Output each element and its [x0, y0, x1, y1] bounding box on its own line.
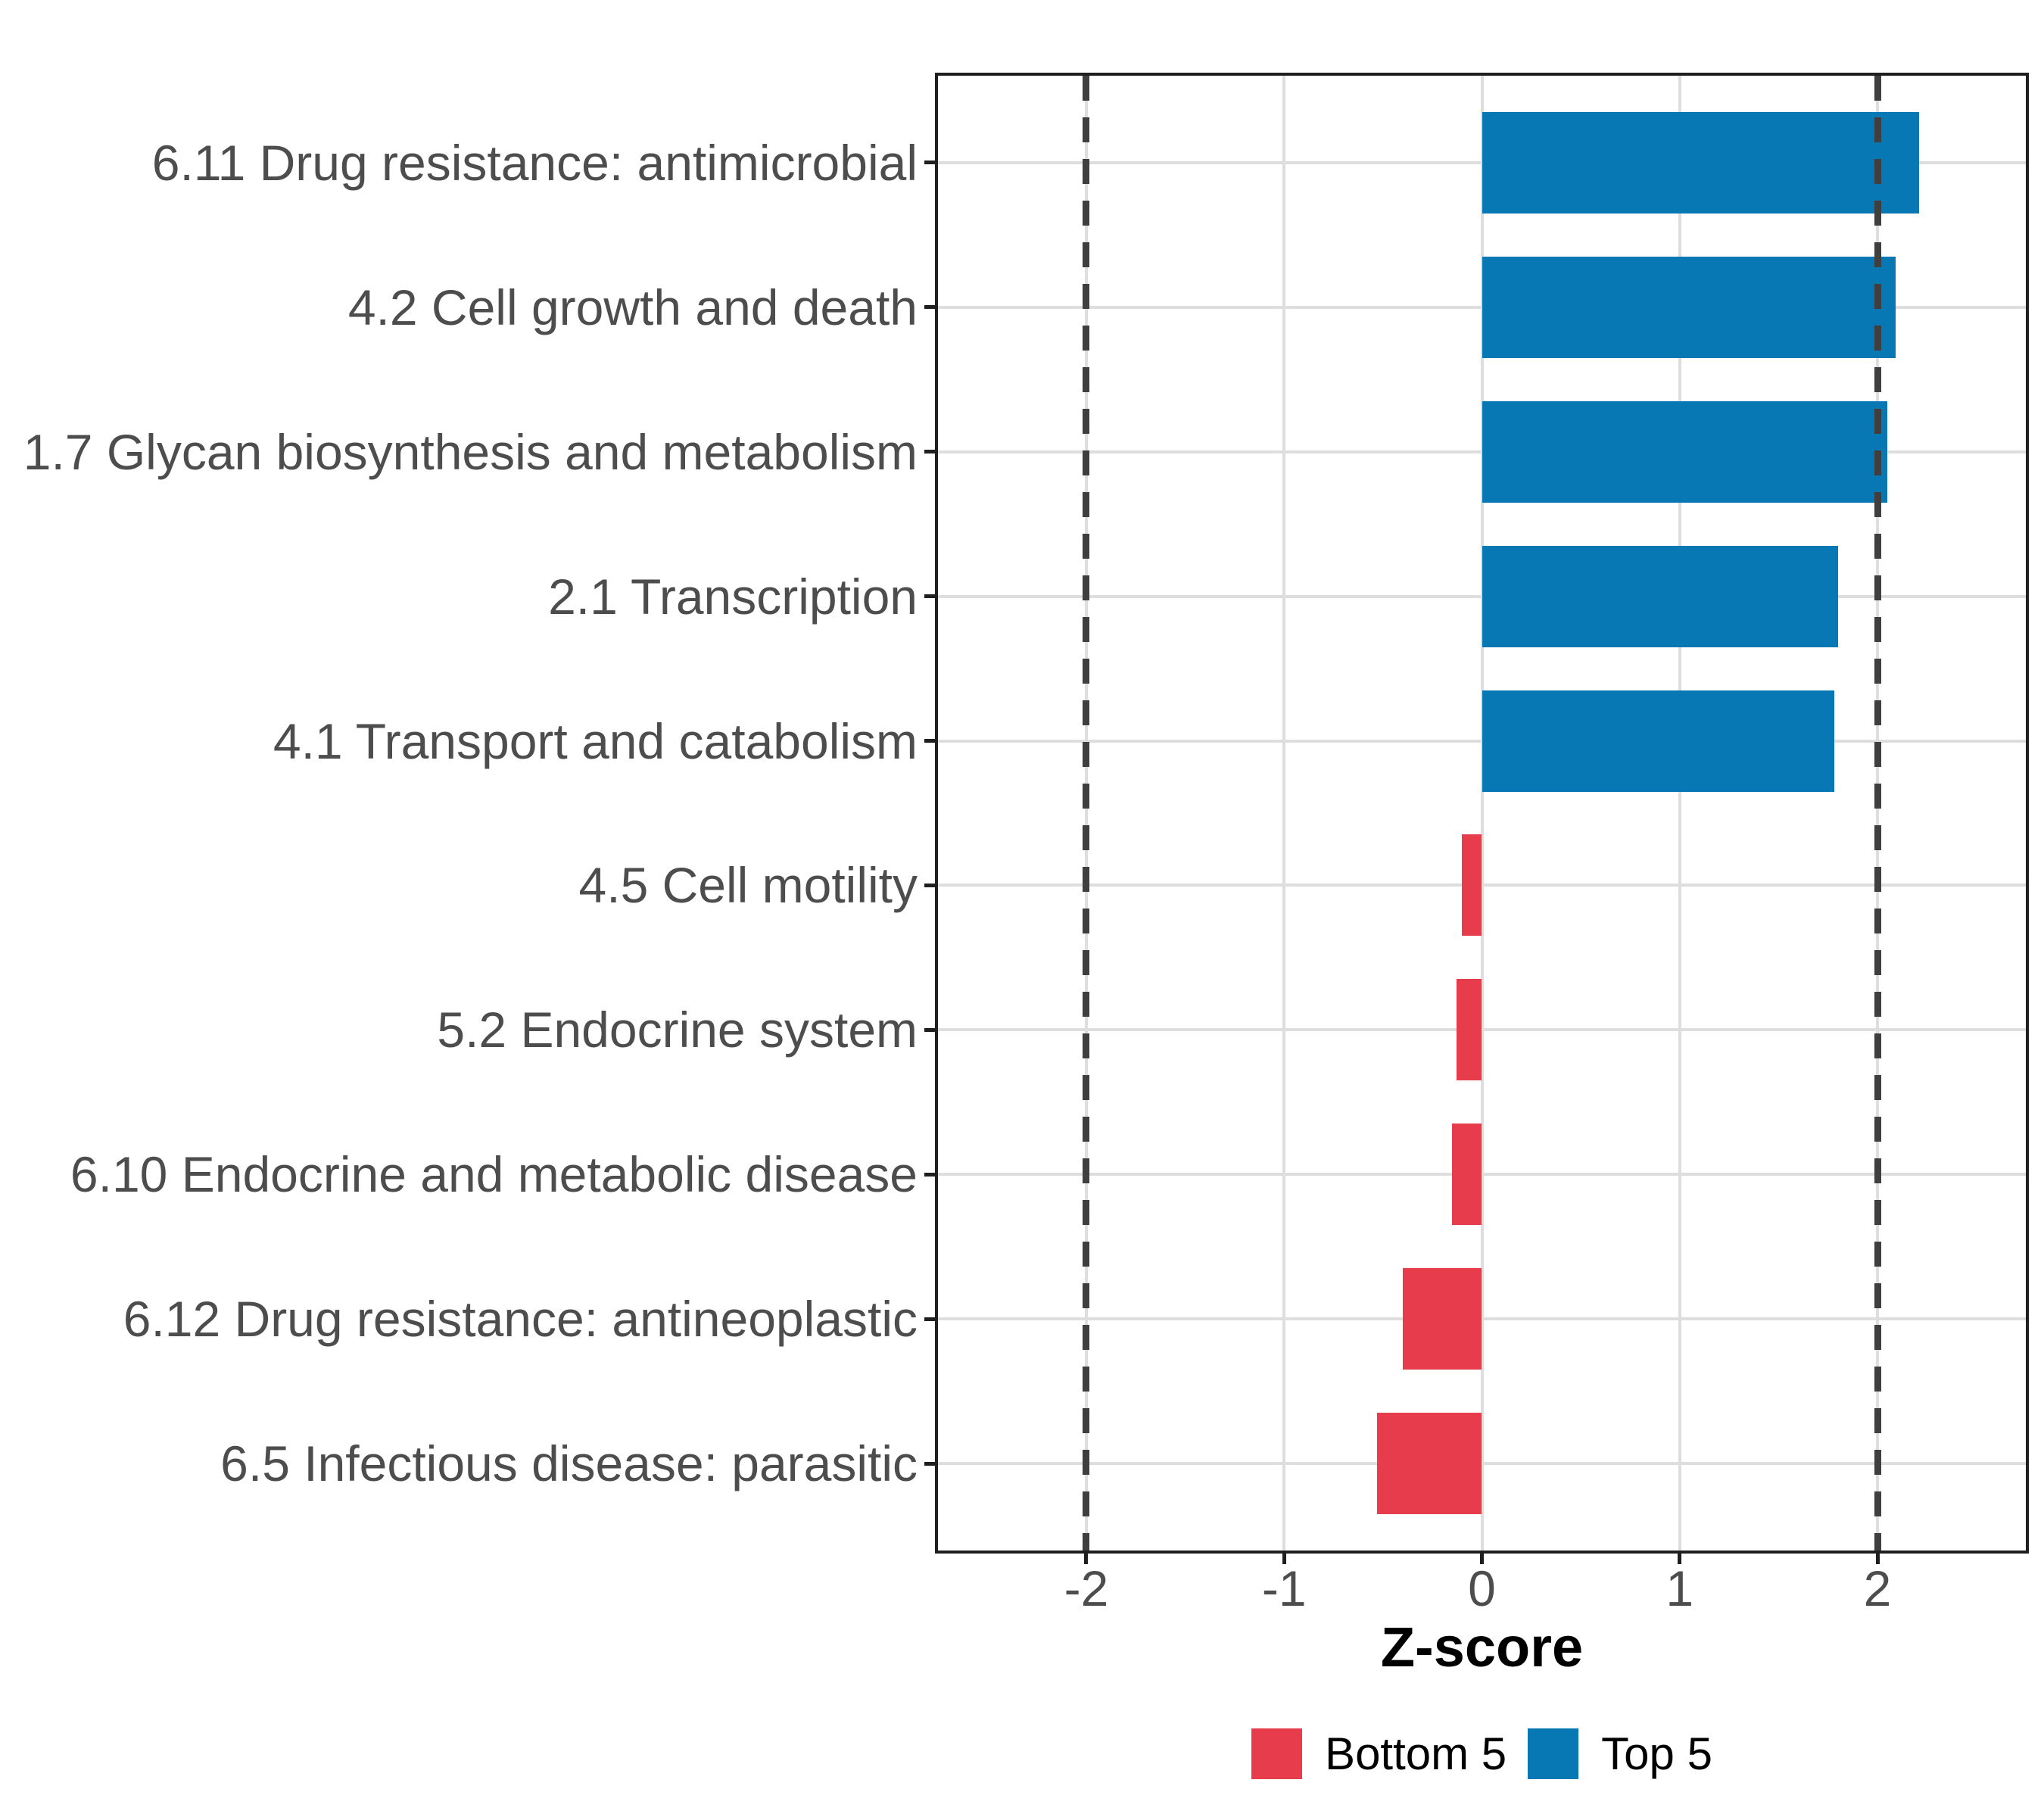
- bar: [1452, 1124, 1482, 1226]
- x-axis-tick: [1678, 1552, 1682, 1564]
- y-axis-tick: [924, 1317, 936, 1321]
- x-tick-label: -1: [1261, 1560, 1307, 1616]
- vertical-gridline: [1282, 76, 1286, 1551]
- y-axis-tick: [924, 1027, 936, 1032]
- y-axis-label: 1.7 Glycan biosynthesis and metabolism: [23, 423, 918, 480]
- bar: [1482, 545, 1838, 647]
- bar: [1402, 1268, 1482, 1370]
- y-axis-tick: [924, 883, 936, 887]
- y-axis-label: 6.11 Drug resistance: antimicrobial: [151, 134, 918, 191]
- horizontal-gridline: [938, 1317, 2026, 1321]
- legend-swatch-bottom5: [1251, 1728, 1303, 1779]
- x-axis-tick: [1875, 1552, 1880, 1564]
- dashed-reference-line: [1083, 76, 1090, 1551]
- bar: [1482, 111, 1919, 213]
- x-axis-title: Z-score: [1380, 1616, 1584, 1678]
- bar: [1482, 690, 1834, 792]
- bar: [1462, 834, 1482, 937]
- y-axis-label: 6.10 Endocrine and metabolic disease: [70, 1146, 918, 1203]
- legend-swatch-top5: [1528, 1728, 1579, 1779]
- x-axis-tick: [1282, 1552, 1286, 1564]
- legend-item-top5: Top 5: [1528, 1728, 1712, 1780]
- x-axis-tick: [1480, 1552, 1484, 1564]
- bar: [1456, 979, 1482, 1081]
- x-axis-tick: [1084, 1552, 1089, 1564]
- y-axis-label: 4.5 Cell motility: [578, 857, 918, 914]
- y-axis-tick: [924, 594, 936, 599]
- bar: [1377, 1413, 1482, 1515]
- y-axis-label: 6.12 Drug resistance: antineoplastic: [123, 1291, 918, 1348]
- horizontal-gridline: [938, 1028, 2026, 1032]
- legend: Bottom 5 Top 5: [938, 1728, 2026, 1780]
- legend-label-top5: Top 5: [1601, 1728, 1712, 1779]
- y-axis-tick: [924, 450, 936, 454]
- y-axis-tick: [924, 739, 936, 743]
- y-axis-label: 4.2 Cell growth and death: [347, 279, 918, 335]
- vertical-gridline: [1678, 76, 1681, 1551]
- y-axis-label: 5.2 Endocrine system: [437, 1002, 918, 1058]
- y-axis-label: 4.1 Transport and catabolism: [273, 712, 918, 769]
- legend-label-bottom5: Bottom 5: [1325, 1728, 1507, 1779]
- horizontal-gridline: [938, 1173, 2026, 1177]
- x-tick-label: 1: [1665, 1560, 1694, 1616]
- x-tick-label: -2: [1064, 1560, 1109, 1616]
- y-axis-tick: [924, 161, 936, 165]
- legend-item-bottom5: Bottom 5: [1251, 1728, 1507, 1780]
- y-axis-label: 2.1 Transcription: [548, 568, 918, 625]
- bar: [1482, 400, 1888, 503]
- x-tick-label: 0: [1468, 1560, 1496, 1616]
- vertical-gridline: [1480, 76, 1484, 1551]
- y-axis-tick: [924, 305, 936, 310]
- y-axis-tick: [924, 1172, 936, 1177]
- x-tick-label: 2: [1863, 1560, 1892, 1616]
- horizontal-gridline: [938, 884, 2026, 887]
- dashed-reference-line: [1874, 76, 1881, 1551]
- y-axis-tick: [924, 1461, 936, 1466]
- y-axis-label: 6.5 Infectious disease: parasitic: [220, 1435, 918, 1492]
- horizontal-gridline: [938, 1462, 2026, 1466]
- bar: [1482, 256, 1896, 358]
